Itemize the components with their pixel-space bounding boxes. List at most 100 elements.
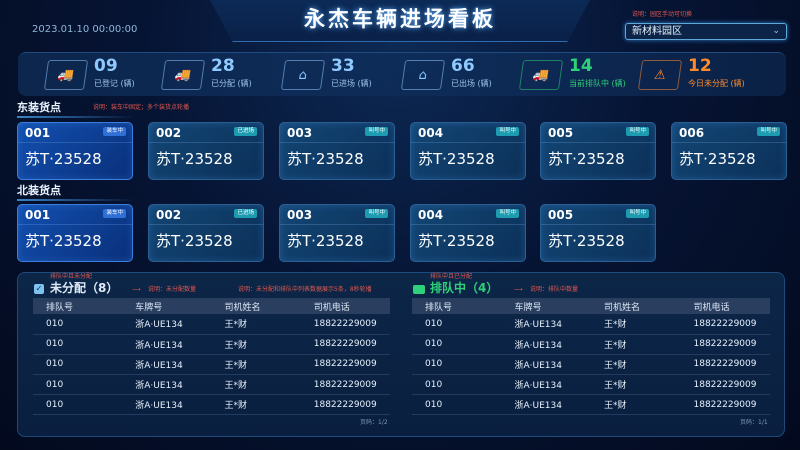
dock-number: 003 <box>287 126 313 140</box>
queue-top-note: 排队中且已分配 <box>430 273 473 280</box>
dock-number: 001 <box>25 208 51 222</box>
column-header: 司机电话 <box>300 298 390 314</box>
column-header: 司机姓名 <box>591 298 681 314</box>
table-row[interactable]: 010 浙A·UE134 王*财 18822229009 <box>412 314 770 335</box>
stat-label: 已出场 (辆) <box>451 79 492 88</box>
east-note: 说明：装车中固定；多个装货点轮播 <box>93 104 190 111</box>
plate-number: 苏T·23528 <box>679 150 756 168</box>
status-badge: 已进场 <box>234 209 257 218</box>
stat-label: 当前排队中 (辆) <box>569 79 626 88</box>
table-cell: 010 <box>33 374 123 396</box>
column-header: 司机电话 <box>680 298 770 314</box>
table-cell: 王*财 <box>591 354 681 376</box>
table-cell: 浙A·UE134 <box>501 334 591 355</box>
table-cell: 18822229009 <box>300 334 390 355</box>
table-row[interactable]: 010 浙A·UE134 王*财 18822229009 <box>33 354 390 376</box>
table-cell: 浙A·UE134 <box>122 354 212 376</box>
dock-number: 003 <box>287 208 313 222</box>
table-header: 排队号 车牌号 司机姓名 司机电话 <box>33 298 390 314</box>
title-bar <box>210 0 590 42</box>
dock-card[interactable]: 001 装车中 苏T·23528 <box>17 122 133 180</box>
dock-card[interactable]: 004 叫号中 苏T·23528 <box>410 204 526 262</box>
table-cell: 浙A·UE134 <box>122 374 212 396</box>
table-row[interactable]: 010 浙A·UE134 王*财 18822229009 <box>33 334 390 355</box>
dock-card[interactable]: 001 装车中 苏T·23528 <box>17 204 133 262</box>
table-row[interactable]: 010 浙A·UE134 王*财 18822229009 <box>412 374 770 396</box>
warehouse-out-icon: ⌂ <box>400 60 446 90</box>
table-cell: 浙A·UE134 <box>122 334 212 355</box>
truck-icon: 🚚 <box>43 60 89 90</box>
plate-number: 苏T·23528 <box>418 232 495 250</box>
dock-card[interactable]: 005 叫号中 苏T·23528 <box>540 204 656 262</box>
table-cell: 18822229009 <box>680 314 770 335</box>
chevron-down-icon: ⌄ <box>772 26 780 36</box>
dock-card[interactable]: 002 已进场 苏T·23528 <box>148 122 264 180</box>
divider <box>17 199 135 201</box>
dock-card[interactable]: 005 叫号中 苏T·23528 <box>540 122 656 180</box>
divider <box>149 224 263 225</box>
park-select[interactable]: 新材料园区 ⌄ <box>625 23 787 40</box>
divider <box>280 142 394 143</box>
north-section-title: 北装货点 <box>17 184 61 197</box>
truck-check-icon: 🚚 <box>160 60 206 90</box>
dock-card[interactable]: 004 叫号中 苏T·23528 <box>410 122 526 180</box>
divider <box>18 142 132 143</box>
truck-queue-icon: 🚚 <box>518 60 564 90</box>
stat-value: 28 <box>211 56 235 76</box>
stats-bar: 🚚 09 已登记 (辆) 🚚 28 已分配 (辆) ⌂ 33 已进场 (辆) ⌂ 66 已出场 (辆)… <box>18 52 786 96</box>
table-row[interactable]: 010 浙A·UE134 王*财 18822229009 <box>412 354 770 376</box>
status-badge: 叫号中 <box>496 127 519 136</box>
plate-number: 苏T·23528 <box>548 150 625 168</box>
column-header: 司机姓名 <box>211 298 301 314</box>
dock-card[interactable]: 003 叫号中 苏T·23528 <box>279 204 395 262</box>
table-cell: 王*财 <box>211 354 301 376</box>
table-cell: 010 <box>33 394 123 416</box>
plate-number: 苏T·23528 <box>287 150 364 168</box>
warehouse-in-icon: ⌂ <box>280 60 326 90</box>
dock-number: 006 <box>679 126 705 140</box>
queue-pager[interactable]: 页码：1/1 <box>740 419 768 426</box>
divider <box>541 224 655 225</box>
stat-value: 12 <box>688 56 712 76</box>
table-cell: 010 <box>412 394 502 416</box>
table-cell: 010 <box>33 334 123 355</box>
column-header: 排队号 <box>33 298 123 314</box>
table-cell: 王*财 <box>591 374 681 396</box>
table-row[interactable]: 010 浙A·UE134 王*财 18822229009 <box>412 394 770 416</box>
table-cell: 010 <box>33 354 123 376</box>
dock-number: 002 <box>156 208 182 222</box>
plate-number: 苏T·23528 <box>25 232 102 250</box>
table-row[interactable]: 010 浙A·UE134 王*财 18822229009 <box>33 374 390 396</box>
dock-card[interactable]: 006 叫号中 苏T·23528 <box>671 122 787 180</box>
table-row[interactable]: 010 浙A·UE134 王*财 18822229009 <box>412 334 770 355</box>
dock-card[interactable]: 003 叫号中 苏T·23528 <box>279 122 395 180</box>
plate-number: 苏T·23528 <box>287 232 364 250</box>
table-cell: 18822229009 <box>680 354 770 376</box>
unassigned-pager[interactable]: 页码：1/2 <box>360 419 388 426</box>
table-row[interactable]: 010 浙A·UE134 王*财 18822229009 <box>33 394 390 416</box>
divider <box>17 116 135 118</box>
table-cell: 浙A·UE134 <box>501 374 591 396</box>
plate-number: 苏T·23528 <box>548 232 625 250</box>
status-badge: 装车中 <box>103 127 126 136</box>
table-row[interactable]: 010 浙A·UE134 王*财 18822229009 <box>33 314 390 335</box>
truck-warning-icon: ⚠ <box>637 60 683 90</box>
table-cell: 010 <box>412 334 502 355</box>
dock-card[interactable]: 002 已进场 苏T·23528 <box>148 204 264 262</box>
checkbox-icon: ✓ <box>34 284 44 294</box>
divider <box>411 224 525 225</box>
list-note: 说明：未分配和排队中列表数据展示5条，8秒轮播 <box>238 286 372 293</box>
table-cell: 18822229009 <box>680 374 770 396</box>
datetime: 2023.01.10 00:00:00 <box>32 24 138 35</box>
dock-number: 005 <box>548 126 574 140</box>
arrow-icon: ⟶ <box>514 286 523 293</box>
table-cell: 18822229009 <box>300 314 390 335</box>
column-header: 车牌号 <box>122 298 212 314</box>
stat-label: 今日未分配 (辆) <box>688 79 745 88</box>
table-cell: 浙A·UE134 <box>122 394 212 416</box>
divider <box>280 224 394 225</box>
park-note: 说明：园区手动可切换 <box>632 11 693 18</box>
divider <box>672 142 786 143</box>
plate-number: 苏T·23528 <box>418 150 495 168</box>
divider <box>541 142 655 143</box>
